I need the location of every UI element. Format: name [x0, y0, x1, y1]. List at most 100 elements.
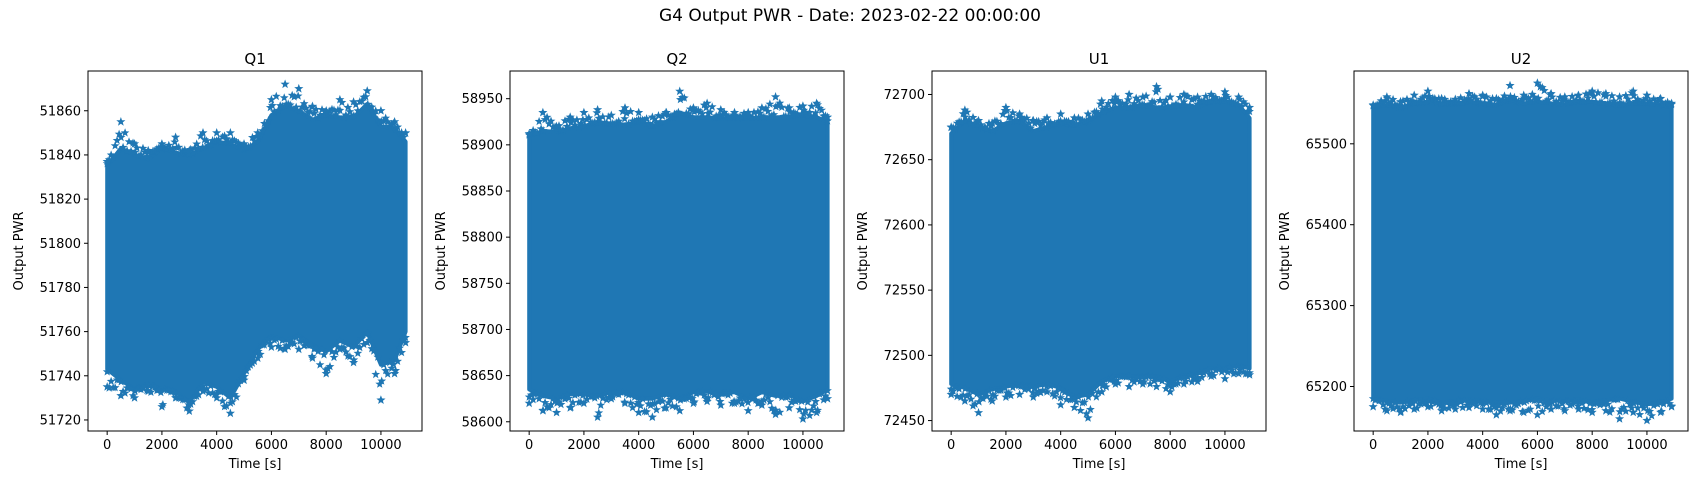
data-point: [638, 394, 647, 403]
data-point: [1155, 374, 1165, 383]
data-point: [558, 125, 568, 134]
data-point: [143, 386, 153, 396]
data-point: [707, 388, 717, 397]
data-point: [1470, 92, 1479, 101]
data-point: [725, 388, 735, 397]
axes-frame: [931, 70, 1267, 432]
data-point: [1409, 90, 1419, 100]
data-point: [743, 107, 753, 117]
data-point: [1437, 93, 1447, 103]
data-point: [620, 103, 630, 112]
data-point: [1454, 396, 1464, 405]
chart-title: U2: [1511, 50, 1532, 68]
data-point: [980, 390, 990, 399]
data-point: [225, 128, 235, 137]
data-point: [1098, 104, 1107, 113]
data-point: [1223, 367, 1233, 376]
data-point: [140, 147, 150, 157]
data-point: [801, 107, 811, 117]
data-point: [218, 132, 227, 141]
data-point: [150, 382, 160, 391]
data-point: [749, 107, 759, 117]
data-point: [1179, 372, 1189, 382]
data-point: [1466, 96, 1475, 105]
data-point: [1667, 98, 1677, 108]
data-point: [226, 398, 235, 407]
data-point: [948, 386, 958, 395]
data-point: [584, 113, 594, 122]
data-point: [331, 110, 341, 119]
data-point: [252, 131, 261, 141]
data-point: [143, 145, 153, 155]
data-point: [232, 392, 241, 401]
data-point: [1221, 365, 1231, 374]
data-point: [365, 335, 375, 345]
data-point: [1494, 400, 1503, 410]
data-point: [1165, 387, 1175, 396]
data-point: [592, 108, 602, 117]
data-point: [1404, 97, 1414, 106]
y-tick-label: 58800: [462, 231, 503, 246]
data-point: [526, 390, 536, 399]
data-point: [390, 368, 400, 378]
series-markers: [524, 86, 833, 423]
data-point: [1002, 106, 1012, 115]
data-point: [701, 394, 711, 403]
data-point: [733, 113, 743, 122]
data-point: [793, 110, 803, 119]
data-point: [108, 152, 118, 162]
data-point: [672, 402, 681, 411]
data-point: [341, 347, 351, 356]
data-point: [371, 106, 381, 115]
data-point: [395, 343, 404, 352]
data-point: [952, 118, 962, 127]
data-point: [596, 400, 606, 409]
data-point: [315, 110, 325, 119]
data-point: [1105, 104, 1115, 114]
data-point: [763, 106, 773, 116]
data-point: [261, 120, 271, 129]
data-point: [390, 117, 400, 126]
data-point: [565, 403, 575, 412]
data-point: [964, 390, 974, 399]
data-point: [799, 105, 809, 115]
data-point: [335, 105, 345, 115]
data-point: [266, 94, 276, 104]
data-point: [331, 347, 341, 356]
data-point: [1631, 397, 1641, 407]
data-point: [291, 102, 301, 111]
data-point: [1006, 391, 1016, 400]
data-point: [801, 405, 811, 415]
data-point: [1388, 94, 1398, 104]
y-tick-label: 58600: [462, 415, 503, 430]
data-point: [670, 392, 679, 401]
data-point: [1056, 393, 1065, 402]
data-point: [343, 102, 353, 112]
data-point: [1229, 369, 1238, 378]
data-point: [1018, 381, 1028, 390]
data-point: [1117, 98, 1127, 107]
data-point: [757, 400, 767, 409]
data-point: [1623, 94, 1633, 103]
data-point: [767, 111, 777, 120]
data-point: [1098, 381, 1107, 390]
data-point: [1577, 398, 1587, 407]
data-point: [1165, 92, 1175, 101]
data-point: [1211, 93, 1221, 102]
y-tick-label: 58650: [462, 369, 503, 384]
data-point: [674, 393, 683, 402]
x-tick-label: 6000: [1521, 438, 1554, 453]
data-point: [1629, 91, 1639, 100]
data-point: [347, 342, 357, 351]
data-point: [789, 395, 799, 404]
data-point: [1175, 373, 1185, 383]
data-point: [1579, 96, 1589, 105]
data-point: [1607, 91, 1617, 100]
data-point: [798, 101, 808, 110]
data-point: [1472, 94, 1481, 103]
data-point: [695, 107, 705, 116]
data-point: [194, 390, 204, 399]
data-point: [1097, 96, 1107, 105]
data-point: [1546, 404, 1556, 413]
data-point: [1044, 380, 1053, 389]
